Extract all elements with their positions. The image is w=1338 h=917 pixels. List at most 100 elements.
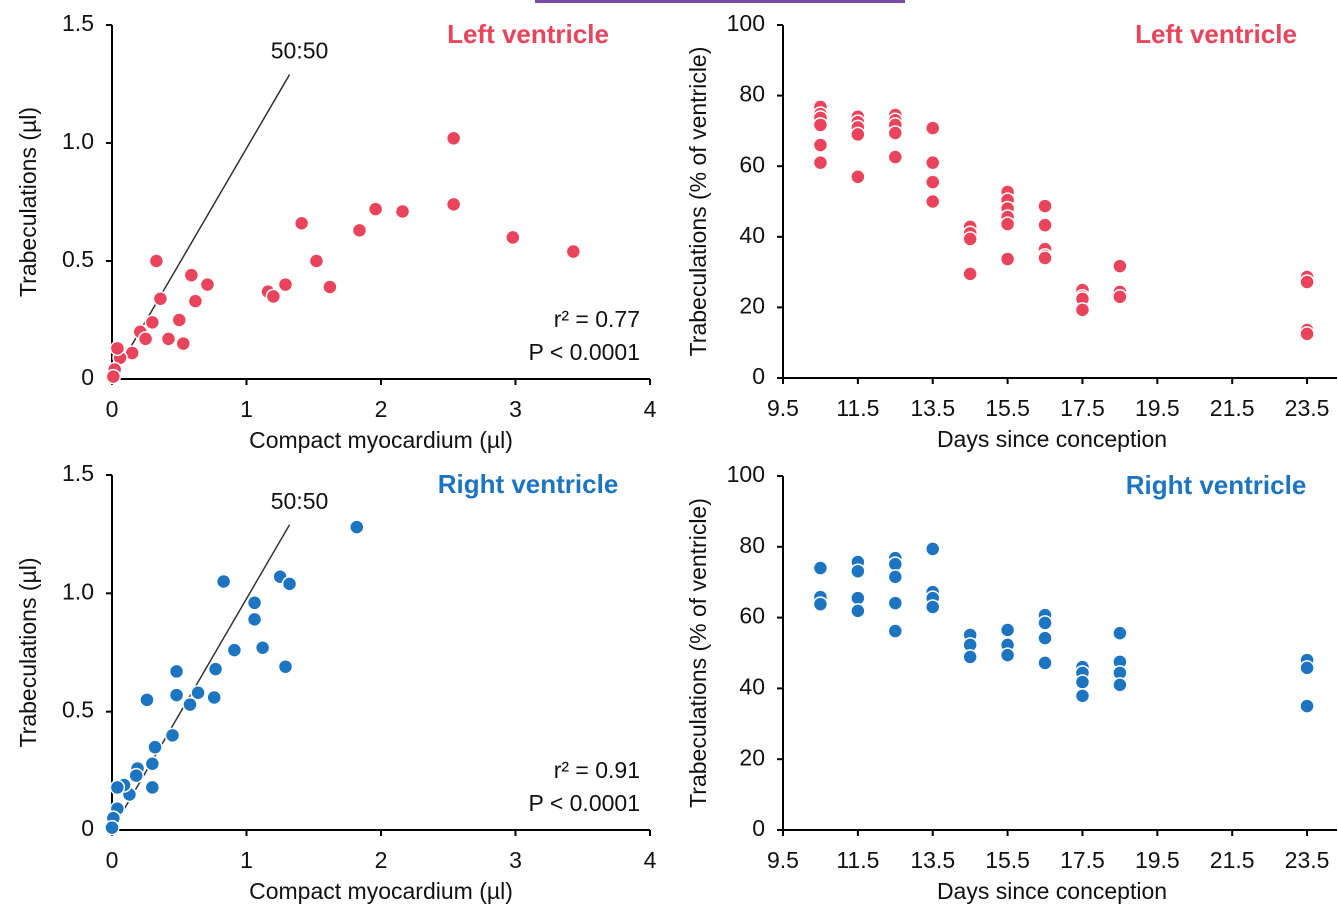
- data-point: [924, 154, 941, 171]
- data-point: [812, 117, 829, 133]
- data-point: [1037, 250, 1053, 266]
- data-point: [1037, 198, 1053, 214]
- y-tick-label: 60: [739, 603, 765, 629]
- data-point: [171, 312, 187, 328]
- data-point: [137, 331, 154, 347]
- data-point: [887, 125, 904, 141]
- data-point: [144, 314, 161, 331]
- data-point: [152, 291, 169, 307]
- x-tick-label: 2: [375, 847, 388, 873]
- data-point: [293, 215, 310, 231]
- x-tick-label: 15.5: [985, 847, 1030, 873]
- data-point: [1037, 217, 1053, 233]
- data-point: [812, 560, 829, 576]
- data-point: [1112, 258, 1128, 274]
- panel-title: Right ventricle: [438, 469, 619, 499]
- data-point: [1299, 274, 1315, 290]
- data-point: [850, 590, 866, 606]
- x-tick-label: 9.5: [767, 395, 799, 421]
- data-point: [183, 267, 200, 283]
- x-axis-label: Days since conception: [937, 878, 1167, 904]
- data-point: [246, 611, 263, 628]
- data-point: [144, 779, 161, 796]
- y-axis-label: Trabeculations (µl): [15, 107, 41, 297]
- data-point: [128, 767, 144, 784]
- data-point: [281, 576, 298, 592]
- data-point: [349, 519, 365, 535]
- data-point: [1037, 655, 1053, 671]
- data-point: [168, 687, 185, 703]
- data-point: [1074, 674, 1091, 690]
- data-point: [962, 266, 978, 282]
- y-axis-label: Trabeculations (µl): [15, 557, 41, 747]
- data-point: [924, 174, 941, 190]
- y-tick-label: 0: [752, 815, 765, 841]
- reference-line-label: 50:50: [271, 38, 329, 64]
- data-point: [277, 658, 294, 675]
- data-point: [887, 623, 904, 639]
- data-point: [168, 663, 185, 680]
- y-tick-label: 20: [739, 744, 765, 770]
- data-point: [1074, 302, 1091, 318]
- x-tick-label: 9.5: [767, 847, 799, 873]
- y-tick-label: 0: [81, 364, 94, 390]
- data-point: [277, 276, 294, 293]
- data-point: [1299, 660, 1315, 676]
- data-point: [1112, 625, 1128, 641]
- x-axis-label: Compact myocardium (µl): [249, 878, 513, 904]
- panel-title: Right ventricle: [1126, 470, 1307, 500]
- data-point: [105, 368, 122, 385]
- x-tick-label: 0: [106, 396, 119, 422]
- data-point: [962, 231, 978, 247]
- data-point: [850, 126, 866, 143]
- data-point: [850, 603, 866, 619]
- data-point: [887, 556, 904, 572]
- data-point: [850, 563, 866, 579]
- data-point: [887, 595, 904, 611]
- x-tick-label: 1: [240, 396, 253, 422]
- data-point: [1037, 630, 1053, 646]
- data-point: [850, 169, 866, 185]
- x-tick-label: 23.5: [1285, 847, 1330, 873]
- x-tick-label: 11.5: [836, 847, 879, 873]
- x-tick-label: 0: [106, 847, 119, 873]
- data-point: [199, 276, 216, 293]
- y-tick-label: 1.5: [62, 460, 94, 486]
- data-point: [308, 253, 325, 269]
- y-tick-label: 100: [727, 10, 765, 36]
- data-point: [924, 541, 941, 557]
- y-tick-label: 0.5: [62, 246, 94, 272]
- data-point: [812, 596, 829, 612]
- data-point: [999, 622, 1016, 638]
- data-point: [924, 599, 941, 615]
- data-point: [164, 727, 181, 744]
- data-point: [175, 335, 192, 352]
- x-tick-label: 2: [375, 396, 388, 422]
- x-tick-label: 3: [509, 396, 522, 422]
- data-point: [1299, 326, 1315, 342]
- data-point: [445, 196, 462, 213]
- x-tick-label: 19.5: [1135, 395, 1180, 421]
- y-tick-label: 1.0: [62, 128, 94, 154]
- x-tick-label: 4: [644, 396, 657, 422]
- y-tick-label: 100: [727, 461, 765, 487]
- data-point: [206, 689, 222, 706]
- annotation: P < 0.0001: [529, 790, 641, 816]
- data-point: [182, 696, 198, 713]
- y-tick-label: 80: [739, 81, 765, 107]
- data-point: [999, 251, 1016, 267]
- data-point: [924, 193, 941, 210]
- data-point: [1074, 688, 1091, 704]
- y-tick-label: 20: [739, 292, 765, 318]
- x-axis-label: Days since conception: [937, 426, 1167, 452]
- x-tick-label: 23.5: [1285, 395, 1330, 421]
- data-point: [190, 684, 206, 701]
- data-point: [1299, 698, 1315, 714]
- x-tick-label: 21.5: [1210, 395, 1255, 421]
- panel-title: Left ventricle: [447, 19, 609, 49]
- y-tick-label: 80: [739, 532, 765, 558]
- data-point: [207, 661, 224, 677]
- cropped-image-edge: [535, 0, 905, 3]
